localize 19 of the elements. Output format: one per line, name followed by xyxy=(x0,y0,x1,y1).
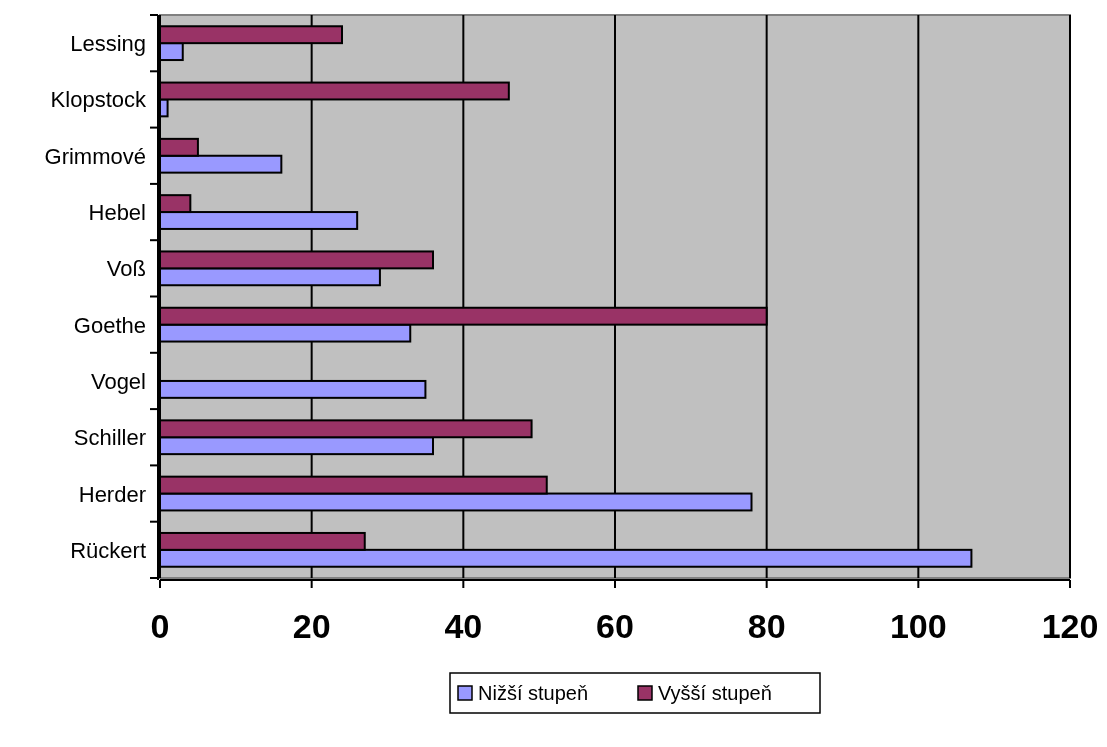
x-tick-label: 60 xyxy=(596,607,634,645)
legend-label: Nižší stupeň xyxy=(478,682,589,704)
x-tick-label: 80 xyxy=(747,607,786,645)
x-tick-label: 0 xyxy=(150,607,170,645)
y-tick-label: Klopstock xyxy=(50,87,147,113)
y-tick-label: Herder xyxy=(78,481,146,507)
y-tick-label: Schiller xyxy=(73,425,146,451)
x-tick-label: 100 xyxy=(889,607,947,645)
y-tick-label: Lessing xyxy=(70,31,146,57)
y-tick-label: Goethe xyxy=(73,312,146,338)
y-tick-label: Rückert xyxy=(70,537,146,563)
x-tick-label: 20 xyxy=(292,607,331,645)
x-tick-label: 120 xyxy=(1041,607,1099,645)
y-tick-label: Grimmové xyxy=(44,143,146,169)
y-tick-label: Voß xyxy=(106,256,146,282)
y-tick-label: Vogel xyxy=(90,368,146,394)
legend-label: Vyšší stupeň xyxy=(658,682,772,704)
x-tick-label: 40 xyxy=(444,607,483,645)
y-tick-label: Hebel xyxy=(88,200,146,226)
